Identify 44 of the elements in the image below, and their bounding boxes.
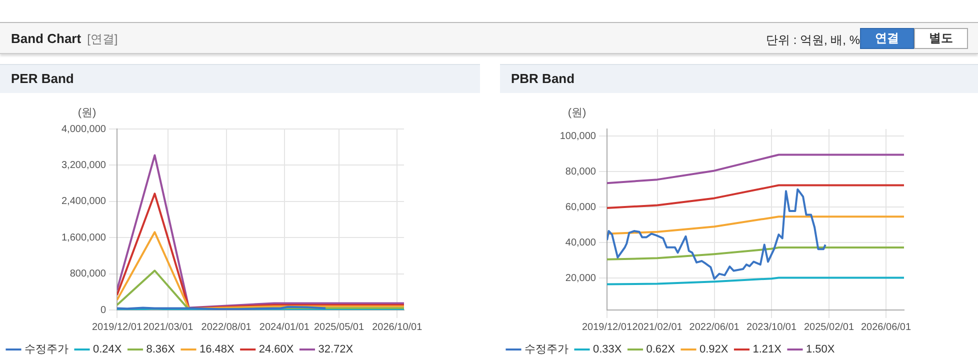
y-axis-title: (원) (78, 107, 96, 120)
x-tick-label: 2022/06/01 (689, 322, 740, 333)
text: 단위 : 억원, 배, % (766, 32, 860, 49)
x-tick-label: 2024/01/01 (259, 322, 310, 333)
text: [연결] (87, 32, 118, 46)
chart-title: PER Band (0, 64, 480, 93)
y-tick-label: 1,600,000 (62, 232, 106, 244)
legend-label: 0.92X (699, 344, 729, 356)
legend-label: 수정주가 (24, 344, 68, 356)
y-tick-label: 40,000 (565, 237, 596, 248)
x-tick-label: 2026/06/01 (860, 322, 912, 333)
legend-label: 8.36X (146, 344, 176, 356)
legend-label: 수정주가 (524, 344, 568, 356)
legend-label: 0.24X (93, 344, 122, 356)
text: Band Chart (11, 31, 82, 46)
legend-label: 16.48X (199, 344, 236, 356)
legend-label: 1.21X (752, 344, 782, 356)
x-tick-label: 2025/02/01 (804, 322, 854, 333)
y-tick-label: 100,000 (560, 130, 596, 142)
y-tick-label: 2,400,000 (62, 196, 106, 208)
x-tick-label: 2021/03/01 (143, 322, 194, 333)
x-tick-label: 2019/12/01 (92, 322, 142, 333)
x-tick-label: 2023/10/01 (746, 322, 797, 333)
y-axis-title: (원) (568, 107, 586, 120)
text: 연결 (860, 28, 914, 49)
legend-label: 24.60X (258, 344, 294, 356)
y-tick-label: 3,200,000 (62, 160, 106, 171)
y-tick-label: 4,000,000 (62, 124, 106, 135)
x-tick-label: 2026/10/01 (372, 322, 423, 333)
x-tick-label: 2025/05/01 (314, 322, 364, 333)
y-tick-label: 0 (100, 304, 106, 316)
x-tick-label: 2022/08/01 (201, 322, 252, 333)
legend-label: 32.72X (318, 344, 354, 356)
chart-title: PBR Band (500, 64, 978, 93)
x-tick-label: 2019/12/01 (582, 322, 632, 333)
legend-label: 0.33X (593, 344, 622, 356)
y-tick-label: 80,000 (565, 166, 596, 178)
y-tick-label: 800,000 (70, 268, 106, 280)
text: 별도 (914, 28, 968, 49)
legend-label: 1.50X (806, 344, 836, 356)
legend-label: 0.62X (646, 344, 676, 356)
y-tick-label: 60,000 (565, 202, 596, 213)
x-tick-label: 2021/02/01 (632, 322, 683, 333)
y-tick-label: 20,000 (565, 272, 596, 284)
